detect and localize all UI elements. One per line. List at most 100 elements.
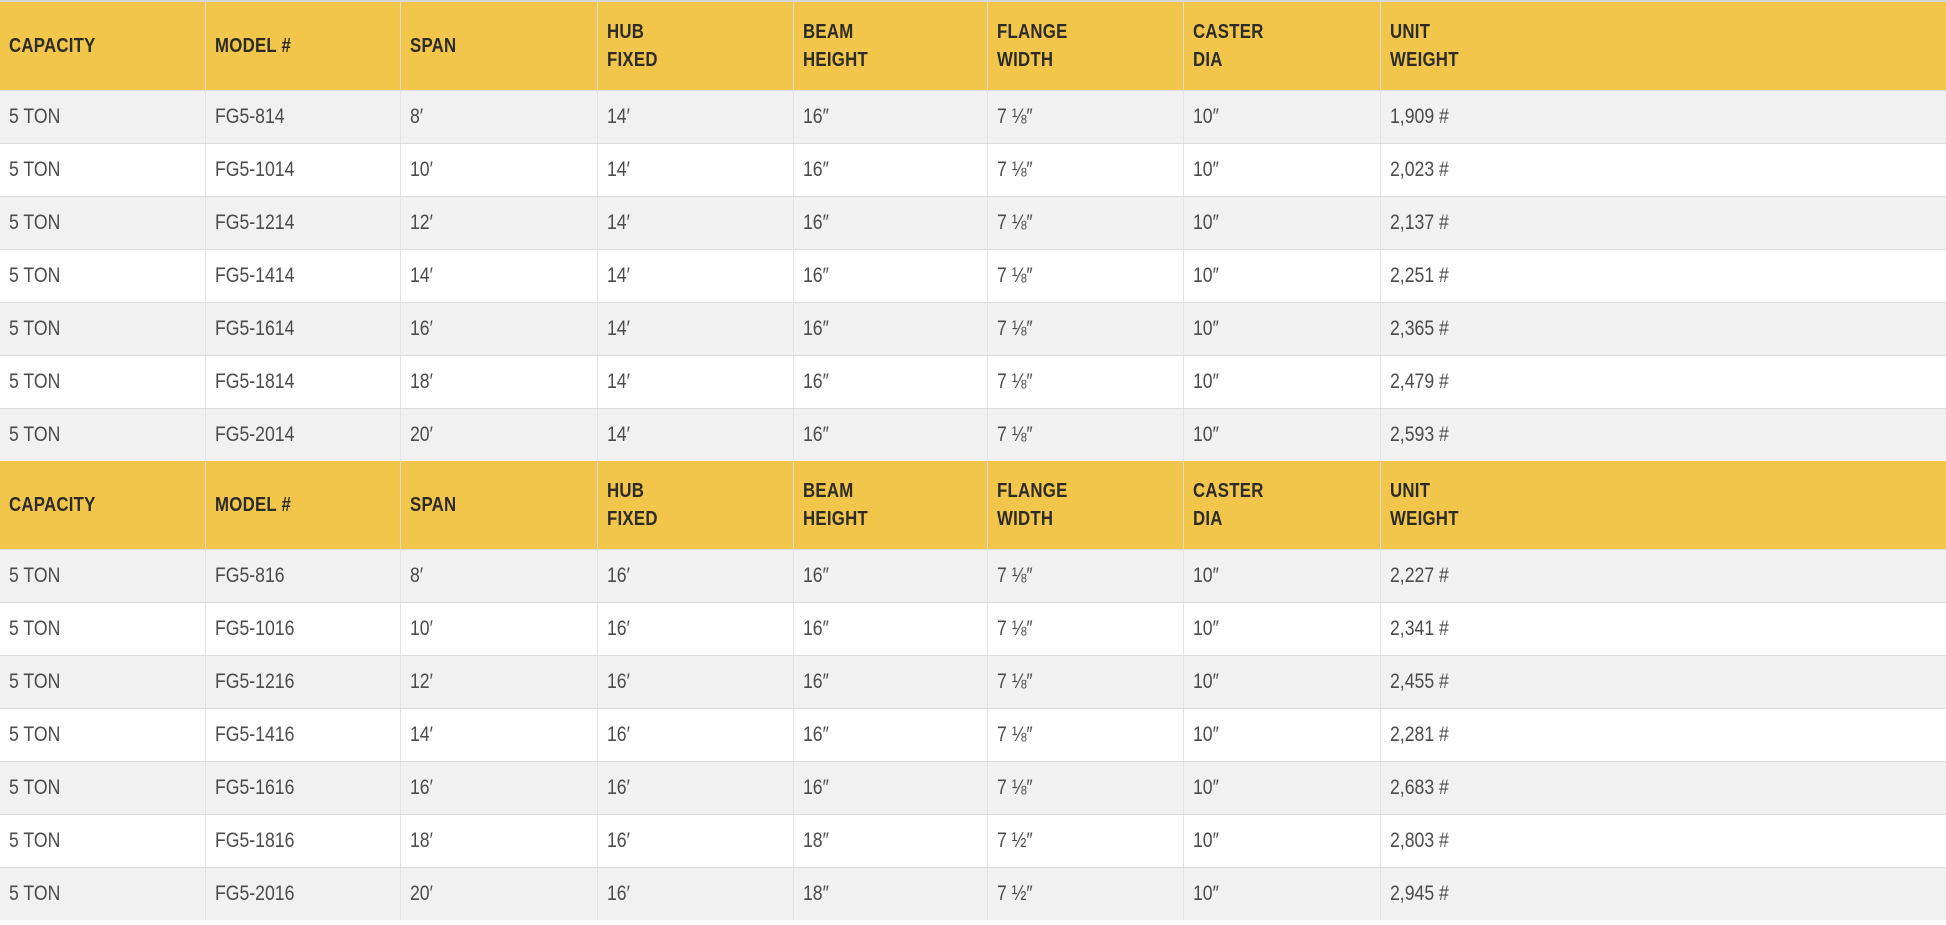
cell-beam: 16″	[792, 709, 987, 761]
column-header-line-1: CAPACITY	[9, 35, 96, 57]
cell-value: 5 TON	[9, 105, 61, 128]
cell-value: 5 TON	[9, 264, 61, 287]
cell-value: 18′	[409, 829, 433, 852]
cell-value: 10″	[1192, 158, 1219, 181]
cell-flange: 7 ⅛″	[986, 709, 1183, 761]
cell-value: FG5-1814	[214, 370, 295, 393]
cell-flange: 7 ⅛″	[986, 91, 1183, 143]
cell-capacity: 5 TON	[0, 409, 205, 461]
column-header-line-2: WIDTH	[996, 508, 1054, 530]
cell-span: 8′	[399, 550, 597, 602]
cell-hub: 14′	[597, 250, 793, 302]
column-header-line-1: HUB	[607, 480, 645, 502]
cell-value: 7 ½″	[996, 829, 1033, 852]
cell-model: FG5-1414	[204, 250, 400, 302]
cell-caster: 10″	[1182, 603, 1380, 655]
cell-flange: 7 ⅛″	[986, 603, 1183, 655]
column-header-span: SPAN	[399, 461, 597, 549]
cell-value: 5 TON	[9, 317, 61, 340]
column-header-line-2: DIA	[1192, 508, 1223, 530]
cell-value: 10″	[1192, 564, 1219, 587]
cell-beam: 18″	[792, 868, 987, 920]
column-header-flange: FLANGE WIDTH	[986, 2, 1183, 90]
cell-value: 10″	[1192, 776, 1219, 799]
cell-value: 2,683 #	[1389, 776, 1449, 799]
table-row: 5 TON FG5-814 8′ 14′ 16″ 7 ⅛″ 10″ 1,909 …	[0, 90, 1946, 143]
cell-capacity: 5 TON	[0, 603, 205, 655]
spec-table-hub-14: CAPACITY MODEL # SPAN HUB FIXED BEAM HEI…	[0, 2, 1946, 461]
cell-value: 16″	[802, 211, 829, 234]
cell-value: 14′	[607, 317, 630, 340]
cell-model: FG5-814	[204, 91, 400, 143]
cell-value: 2,593 #	[1389, 423, 1449, 446]
cell-value: 14′	[607, 264, 630, 287]
table-row: 5 TON FG5-1816 18′ 16′ 18″ 7 ½″ 10″ 2,80…	[0, 814, 1946, 867]
cell-weight: 2,683 #	[1379, 762, 1946, 814]
cell-capacity: 5 TON	[0, 356, 205, 408]
cell-value: 16″	[802, 564, 829, 587]
cell-hub: 16′	[597, 762, 793, 814]
cell-value: 5 TON	[9, 882, 61, 905]
table-row: 5 TON FG5-2014 20′ 14′ 16″ 7 ⅛″ 10″ 2,59…	[0, 408, 1946, 461]
table-header-row: CAPACITY MODEL # SPAN HUB FIXED BEAM HEI…	[0, 2, 1946, 90]
cell-flange: 7 ⅛″	[986, 356, 1183, 408]
cell-flange: 7 ⅛″	[986, 656, 1183, 708]
column-header-line-1: FLANGE	[996, 480, 1068, 502]
cell-value: 10″	[1192, 370, 1219, 393]
cell-weight: 2,455 #	[1379, 656, 1946, 708]
cell-hub: 14′	[597, 303, 793, 355]
cell-value: 14′	[409, 264, 433, 287]
cell-value: 7 ⅛″	[996, 211, 1033, 234]
cell-weight: 2,023 #	[1379, 144, 1946, 196]
cell-value: FG5-1216	[214, 670, 295, 693]
table-row: 5 TON FG5-1414 14′ 14′ 16″ 7 ⅛″ 10″ 2,25…	[0, 249, 1946, 302]
cell-model: FG5-1216	[204, 656, 400, 708]
cell-beam: 16″	[792, 91, 987, 143]
cell-span: 18′	[399, 815, 597, 867]
cell-value: 16″	[802, 723, 829, 746]
cell-hub: 14′	[597, 356, 793, 408]
cell-value: 14′	[607, 105, 630, 128]
table-row: 5 TON FG5-1214 12′ 14′ 16″ 7 ⅛″ 10″ 2,13…	[0, 196, 1946, 249]
cell-beam: 16″	[792, 550, 987, 602]
cell-value: 7 ⅛″	[996, 105, 1033, 128]
cell-flange: 7 ½″	[986, 868, 1183, 920]
column-header-line-2: DIA	[1192, 49, 1223, 71]
cell-value: 16″	[802, 776, 829, 799]
cell-weight: 2,227 #	[1379, 550, 1946, 602]
cell-beam: 16″	[792, 197, 987, 249]
cell-value: 14′	[409, 723, 433, 746]
cell-caster: 10″	[1182, 762, 1380, 814]
cell-value: 14′	[607, 423, 630, 446]
cell-caster: 10″	[1182, 356, 1380, 408]
cell-value: 7 ⅛″	[996, 370, 1033, 393]
column-header-line-1: CASTER	[1192, 480, 1264, 502]
cell-caster: 10″	[1182, 91, 1380, 143]
cell-flange: 7 ⅛″	[986, 409, 1183, 461]
cell-capacity: 5 TON	[0, 656, 205, 708]
cell-value: FG5-816	[214, 564, 285, 587]
cell-value: 10″	[1192, 317, 1219, 340]
top-divider	[0, 0, 1946, 2]
cell-value: 16′	[409, 776, 433, 799]
column-header-line-2: WIDTH	[996, 49, 1054, 71]
cell-flange: 7 ⅛″	[986, 144, 1183, 196]
spec-table-hub-16: CAPACITY MODEL # SPAN HUB FIXED BEAM HEI…	[0, 461, 1946, 920]
cell-model: FG5-1614	[204, 303, 400, 355]
cell-value: 7 ⅛″	[996, 776, 1033, 799]
cell-hub: 14′	[597, 91, 793, 143]
cell-capacity: 5 TON	[0, 91, 205, 143]
cell-span: 18′	[399, 356, 597, 408]
cell-value: 5 TON	[9, 829, 61, 852]
column-header-capacity: CAPACITY	[0, 461, 205, 549]
cell-value: 10″	[1192, 423, 1219, 446]
cell-capacity: 5 TON	[0, 815, 205, 867]
cell-span: 10′	[399, 144, 597, 196]
cell-hub: 16′	[597, 868, 793, 920]
column-header-line-1: MODEL #	[214, 35, 292, 57]
column-header-caster: CASTER DIA	[1182, 2, 1380, 90]
cell-value: 7 ⅛″	[996, 723, 1033, 746]
cell-value: 12′	[409, 211, 433, 234]
cell-value: 5 TON	[9, 776, 61, 799]
table-row: 5 TON FG5-1814 18′ 14′ 16″ 7 ⅛″ 10″ 2,47…	[0, 355, 1946, 408]
